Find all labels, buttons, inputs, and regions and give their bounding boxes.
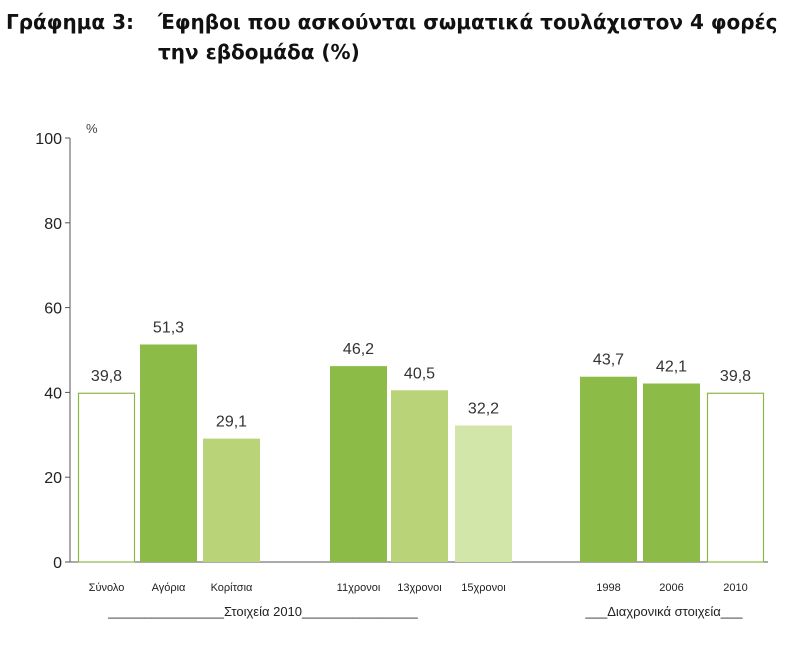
value-label: 46,2 [343,341,374,358]
chart-title-line-1: Έφηβοι που ασκούνται σωματικά τουλάχιστο… [158,10,778,34]
bar-1998 [580,376,637,562]
value-label: 51,3 [153,319,184,336]
y-tick-label: 80 [44,216,62,233]
category-labels: Σύνολο Αγόρια Κορίτσια 11χρονοι 13χρονοι 15χρ… [89,582,748,594]
y-axis-ticks: 0 20 40 60 80 100 [35,131,70,572]
bar-15χρονοι [455,425,512,562]
bar-Κορίτσια [203,438,260,562]
category-label: Σύνολο [89,582,125,594]
value-label: 43,7 [593,352,624,369]
y-tick-label: 60 [44,301,62,318]
value-label: 42,1 [656,358,687,375]
y-tick-label: 20 [44,470,62,487]
chart-title-label: Γράφημα 3: [6,10,135,34]
bars [77,344,765,563]
chart-title: Γράφημα 3: Έφηβοι που ασκούνται σωματικά… [0,0,803,80]
bar-Σύνολο [77,392,136,563]
bar-Αγόρια [140,344,197,562]
group-label-stoixeia-2010: ________________Στοιχεία 2010___________… [107,604,418,619]
value-labels: 39,8 51,3 29,1 46,2 40,5 32,2 43,7 42,1 39,8 [91,319,751,430]
y-tick-label: 0 [53,555,62,572]
category-label: 15χρονοι [461,582,506,594]
bar-2006 [643,383,700,562]
value-label: 39,8 [720,368,751,385]
category-label: 13χρονοι [397,582,442,594]
y-tick-label: 100 [35,131,62,148]
value-label: 29,1 [216,414,247,431]
value-label: 39,8 [91,368,122,385]
category-label: 2006 [659,582,683,594]
category-label: 11χρονοι [337,582,381,594]
value-label: 40,5 [404,365,435,382]
chart-title-line-2: την εβδομάδα (%) [158,40,360,64]
category-label: 1998 [596,582,620,594]
bar-11χρονοι [330,366,387,562]
category-label: 2010 [723,582,747,594]
group-label-diachronika: ___Διαχρονικά στοιχεία___ [585,604,744,619]
y-tick-label: 40 [44,385,62,402]
category-label: Αγόρια [152,582,186,594]
bar-2010 [706,392,765,563]
bar-13χρονοι [391,390,448,562]
y-axis-unit-label: % [86,121,98,136]
category-label: Κορίτσια [211,582,253,594]
value-label: 32,2 [468,400,499,417]
